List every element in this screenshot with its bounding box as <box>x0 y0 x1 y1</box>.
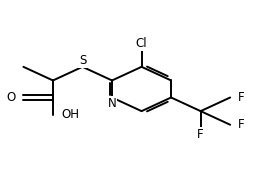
Text: S: S <box>79 54 86 67</box>
Text: F: F <box>237 118 244 131</box>
Text: F: F <box>197 128 204 141</box>
Text: OH: OH <box>61 108 79 121</box>
Text: F: F <box>237 91 244 104</box>
Text: N: N <box>108 97 116 110</box>
Text: O: O <box>6 91 15 104</box>
Text: Cl: Cl <box>136 37 147 50</box>
